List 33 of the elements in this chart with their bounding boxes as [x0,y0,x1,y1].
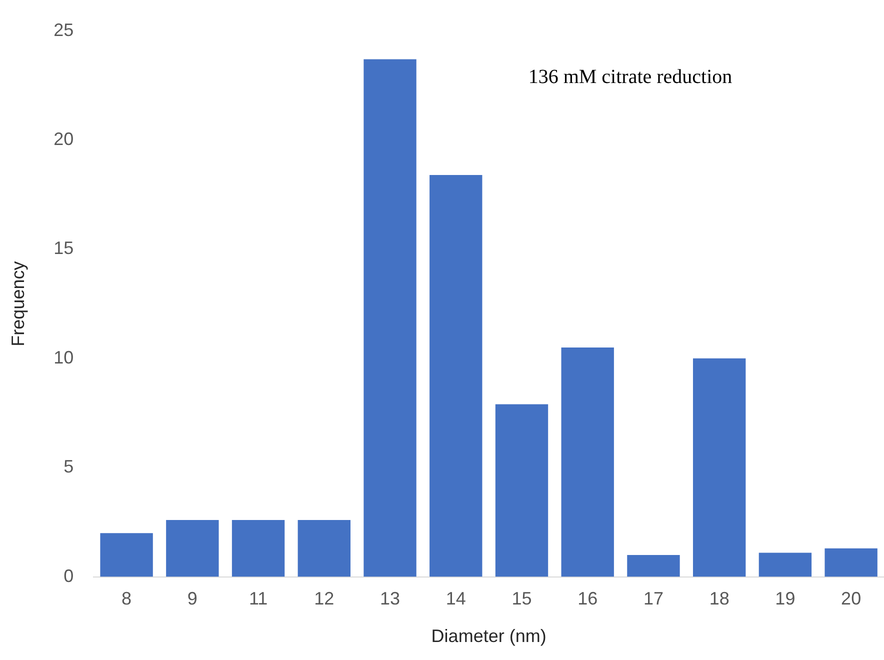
x-tick-label: 8 [122,588,132,609]
y-tick-label: 20 [54,128,74,149]
x-tick-label: 16 [578,588,598,609]
y-axis-title: Frequency [8,261,28,346]
x-axis-title: Diameter (nm) [431,626,546,646]
bar [100,533,153,577]
annotation: 136 mM citrate reduction [528,66,732,88]
x-tick-label: 20 [841,588,862,609]
x-tick-label: 18 [709,588,730,609]
x-tick-label: 12 [314,588,334,609]
x-tick-label: 17 [643,588,664,609]
bar [364,59,416,577]
y-tick-label: 0 [64,566,74,586]
bar [692,358,746,577]
x-tick-label: 19 [775,588,796,609]
x-tick-label: 13 [380,588,400,609]
y-tick-label: 15 [54,238,74,258]
bar [298,520,350,577]
bar [824,548,878,577]
bar [430,174,482,577]
x-tick-label: 14 [446,588,466,609]
bar [561,347,614,577]
bar [495,404,548,577]
x-tick-label: 15 [512,588,532,609]
x-tick-label: 11 [248,588,268,609]
x-tick-label: 9 [187,588,198,609]
y-tick-label: 25 [54,20,74,40]
bar [232,520,285,577]
bar [758,552,812,577]
y-tick-label: 5 [64,456,74,477]
bar [166,520,219,577]
bar [627,554,680,577]
y-tick-label: 10 [54,347,74,368]
